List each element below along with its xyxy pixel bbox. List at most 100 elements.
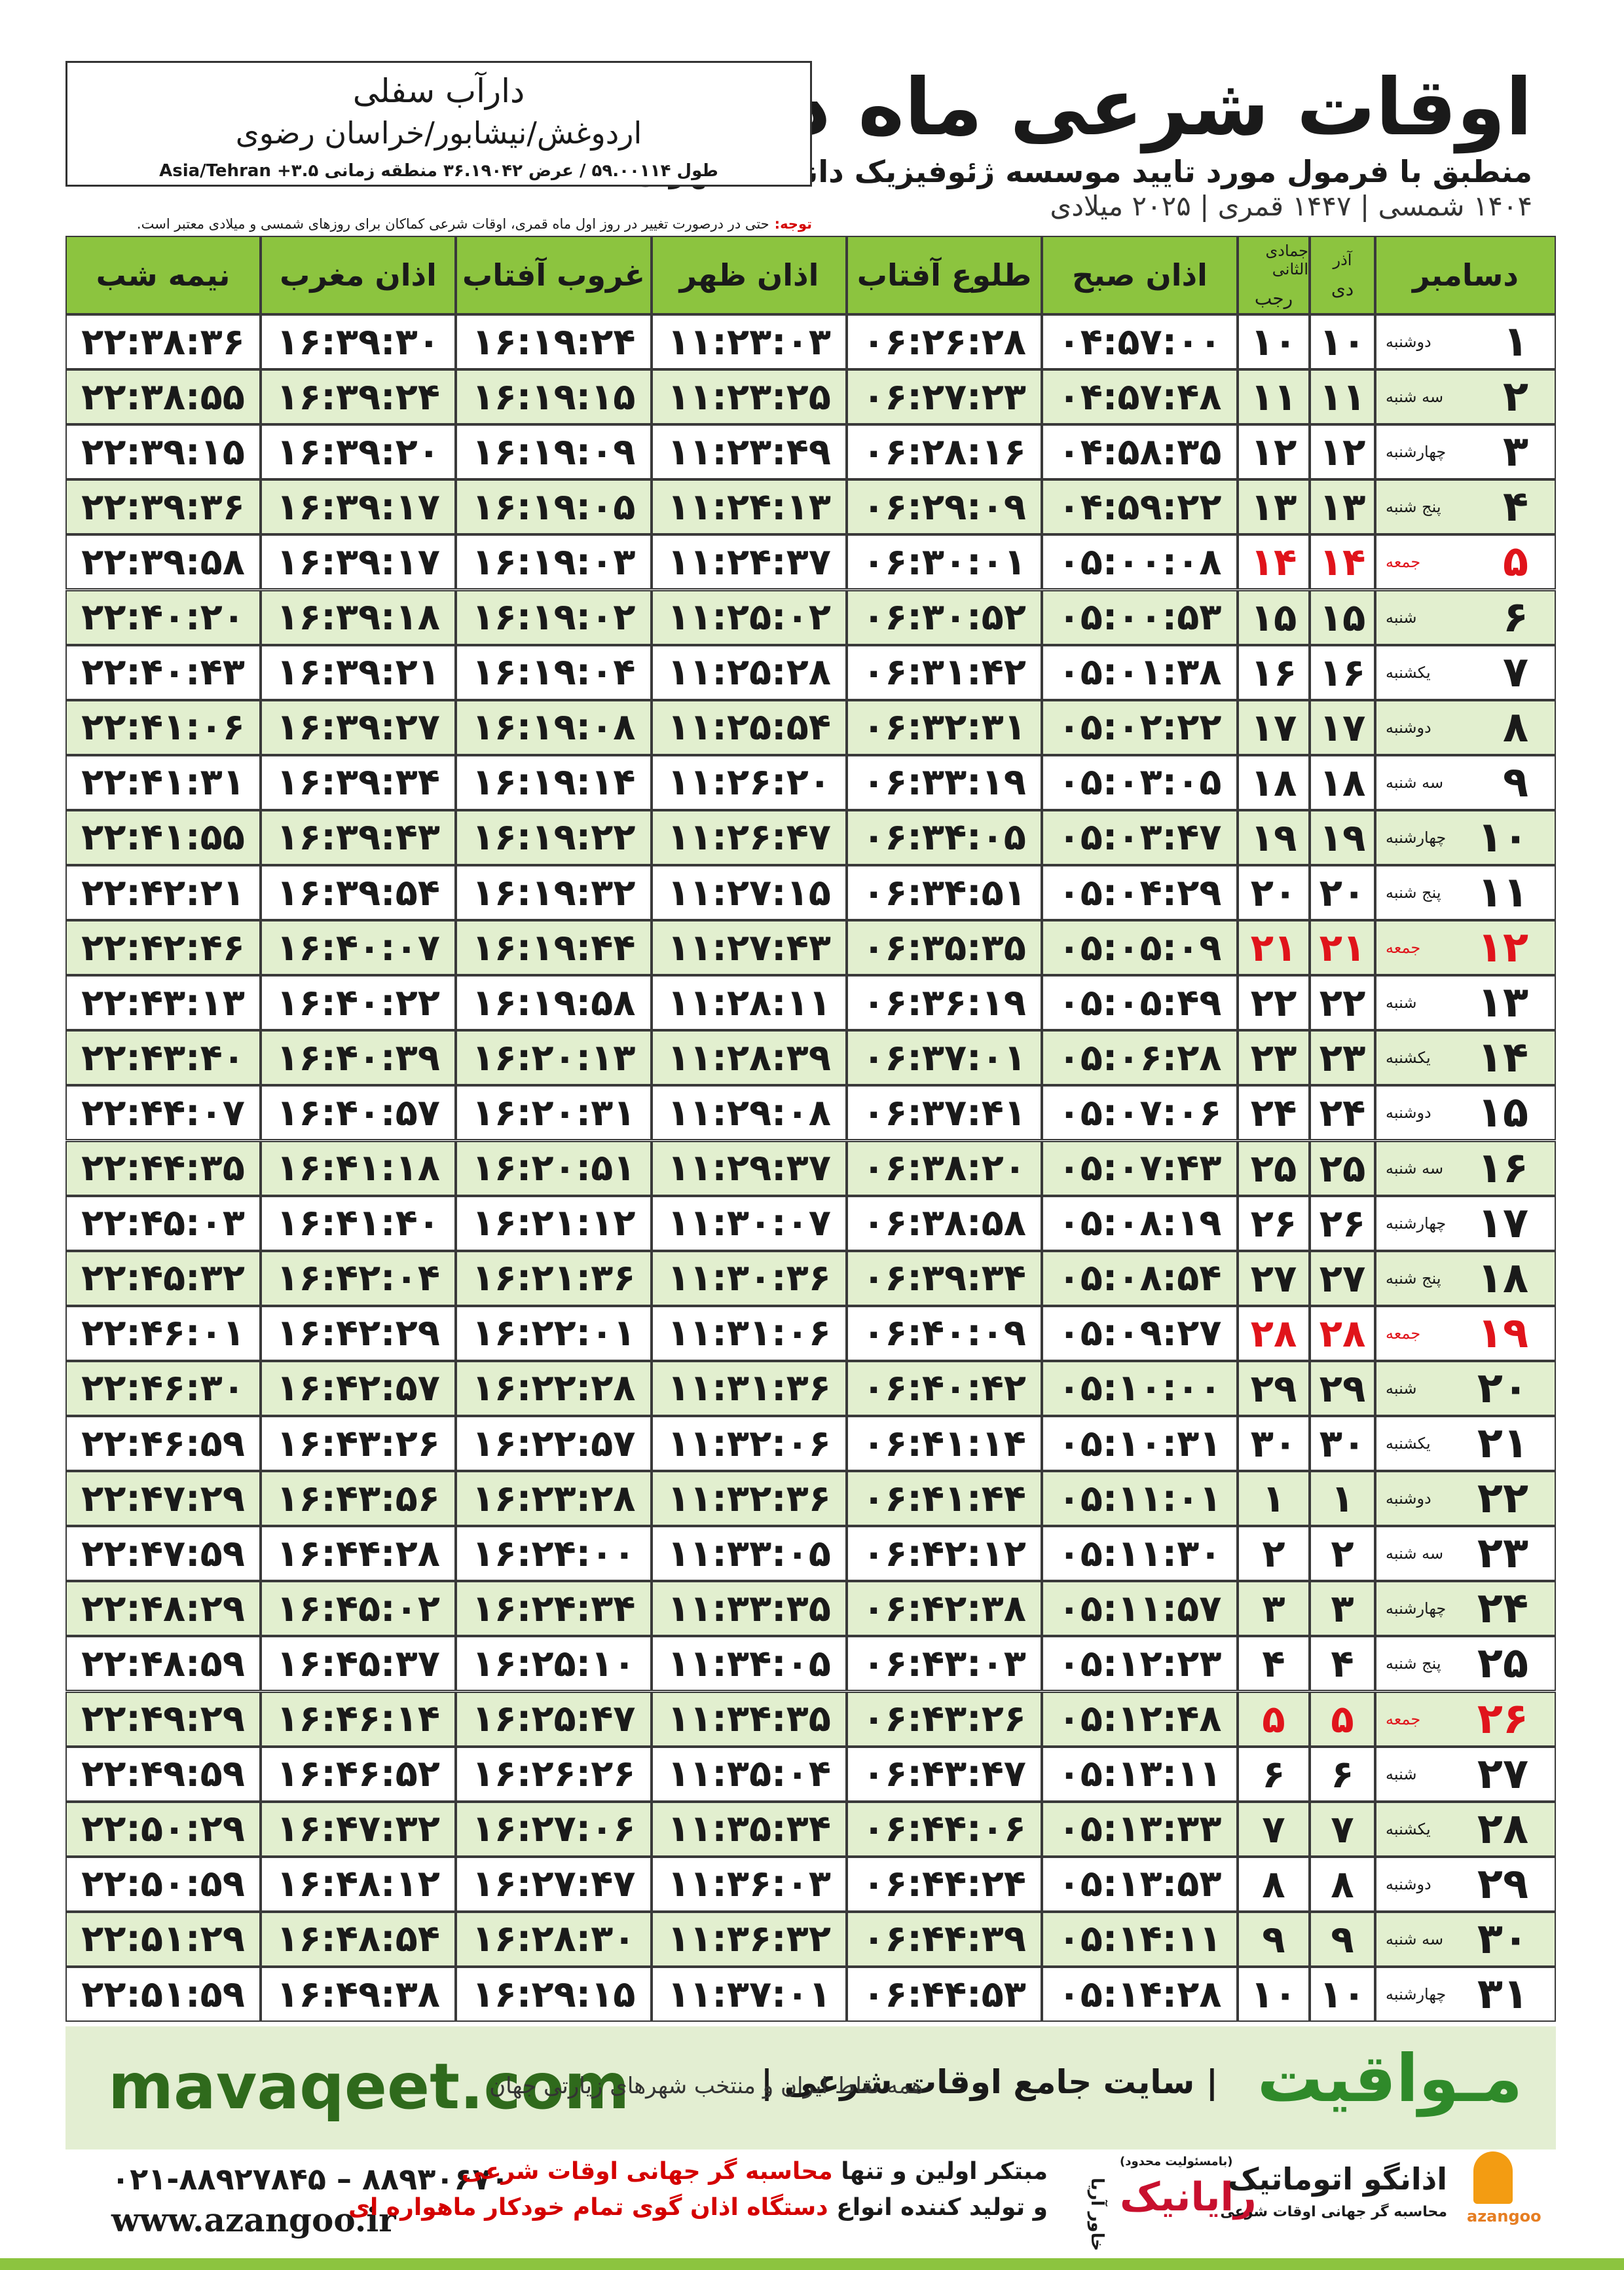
time-cell: ۱۶:۲۲:۲۸ xyxy=(456,1360,652,1416)
day-cell: ۲۴ چهارشنبه xyxy=(1375,1581,1556,1637)
day-cell: ۳ چهارشنبه xyxy=(1375,424,1556,480)
header-cell: اذان صبح xyxy=(1042,236,1238,314)
time-cell: ۰۵:۰۵:۴۹ xyxy=(1042,975,1238,1031)
time-cell: ۱۶:۱۹:۰۸ xyxy=(456,699,652,755)
time-cell: ۱۶:۱۹:۲۲ xyxy=(456,809,652,865)
weekday: چهارشنبه xyxy=(1386,1985,1447,2004)
weekday: یکشنبه xyxy=(1386,1434,1431,1453)
logo-slogan: محاسبه گر جهانی اوقات شرعی xyxy=(1220,2204,1447,2220)
time-cell: ۱۱:۲۵:۲۸ xyxy=(652,644,847,700)
logo-icon xyxy=(1473,2151,1513,2204)
date-cell: ۲۵ xyxy=(1310,1140,1375,1196)
day-cell: ۱۴ یکشنبه xyxy=(1375,1030,1556,1086)
time-cell: ۱۱:۳۶:۳۲ xyxy=(652,1911,847,1967)
time-cell: ۰۶:۴۰:۰۹ xyxy=(847,1305,1042,1361)
day-number: ۱۷ xyxy=(1477,1199,1528,1248)
weekday: جمعه xyxy=(1386,553,1421,572)
day-number: ۲۶ xyxy=(1477,1694,1528,1743)
time-cell: ۰۶:۴۳:۴۷ xyxy=(847,1746,1042,1802)
time-cell: ۲۲:۳۹:۵۸ xyxy=(65,534,261,590)
time-cell: ۲۲:۵۱:۵۹ xyxy=(65,1967,261,2022)
time-cell: ۱۱:۲۸:۱۱ xyxy=(652,975,847,1031)
time-cell: ۲۲:۴۳:۴۰ xyxy=(65,1030,261,1086)
time-cell: ۰۵:۱۱:۰۱ xyxy=(1042,1471,1238,1527)
date-cell: ۱۶ xyxy=(1310,644,1375,700)
date-cell: ۲۷ xyxy=(1310,1250,1375,1306)
time-cell: ۱۱:۳۲:۰۶ xyxy=(652,1416,847,1472)
date-cell: ۱۴ xyxy=(1310,534,1375,590)
time-cell: ۱۶:۴۶:۵۲ xyxy=(261,1746,456,1802)
date-cell: ۲۲ xyxy=(1310,975,1375,1031)
time-cell: ۱۶:۱۹:۱۵ xyxy=(456,369,652,425)
time-cell: ۲۲:۴۲:۴۶ xyxy=(65,920,261,976)
day-cell: ۲۱ یکشنبه xyxy=(1375,1416,1556,1472)
info-text: و تولید کننده انواع xyxy=(836,2194,1048,2221)
day-number: ۱۵ xyxy=(1477,1088,1528,1138)
time-cell: ۲۲:۵۰:۵۹ xyxy=(65,1856,261,1912)
time-cell: ۲۲:۴۳:۱۳ xyxy=(65,975,261,1031)
day-number: ۶ xyxy=(1502,593,1528,642)
day-number: ۱۸ xyxy=(1477,1254,1528,1303)
time-cell: ۰۴:۵۹:۲۲ xyxy=(1042,479,1238,535)
time-cell: ۱۱:۳۵:۰۴ xyxy=(652,1746,847,1802)
day-cell: ۳۱ چهارشنبه xyxy=(1375,1967,1556,2022)
time-cell: ۰۵:۰۶:۲۸ xyxy=(1042,1030,1238,1086)
time-cell: ۰۵:۰۸:۱۹ xyxy=(1042,1195,1238,1251)
time-cell: ۱۶:۳۹:۲۰ xyxy=(261,424,456,480)
time-cell: ۰۵:۱۲:۲۳ xyxy=(1042,1636,1238,1692)
date-cell: ۸ xyxy=(1310,1856,1375,1912)
time-cell: ۱۱:۳۷:۰۱ xyxy=(652,1967,847,2022)
day-cell: ۲۵ پنج شنبه xyxy=(1375,1636,1556,1692)
date-cell: ۱۹ xyxy=(1310,809,1375,865)
time-cell: ۰۶:۳۰:۵۲ xyxy=(847,589,1042,645)
weekday: چهارشنبه xyxy=(1386,1599,1447,1618)
time-cell: ۰۶:۴۴:۲۴ xyxy=(847,1856,1042,1912)
time-cell: ۱۶:۱۹:۰۵ xyxy=(456,479,652,535)
day-number: ۱۱ xyxy=(1477,868,1528,918)
time-cell: ۱۶:۱۹:۴۴ xyxy=(456,920,652,976)
weekday: پنج شنبه xyxy=(1386,1269,1441,1288)
date-cell: ۲۴ xyxy=(1310,1085,1375,1141)
header-sub: جمادی الثانی xyxy=(1265,241,1309,278)
day-number: ۹ xyxy=(1502,758,1528,807)
time-cell: ۱۶:۱۹:۲۴ xyxy=(456,314,652,370)
time-cell: ۰۵:۰۷:۰۶ xyxy=(1042,1085,1238,1141)
web: www.azangoo.ir xyxy=(111,2201,396,2239)
time-cell: ۰۶:۴۲:۳۸ xyxy=(847,1581,1042,1637)
time-cell: ۰۶:۳۷:۰۱ xyxy=(847,1030,1042,1086)
date-cell: ۱۲ xyxy=(1310,424,1375,480)
time-cell: ۰۵:۱۱:۵۷ xyxy=(1042,1581,1238,1637)
header-sub: آذر xyxy=(1333,250,1352,269)
logo-note: (بامسئولیت محدود) xyxy=(1120,2155,1233,2168)
time-cell: ۱۱:۲۴:۱۳ xyxy=(652,479,847,535)
weekday: پنج شنبه xyxy=(1386,1654,1441,1673)
time-cell: ۰۶:۲۷:۲۳ xyxy=(847,369,1042,425)
time-cell: ۱۶:۲۰:۳۱ xyxy=(456,1085,652,1141)
day-cell: ۲ سه شنبه xyxy=(1375,369,1556,425)
time-cell: ۰۵:۱۳:۵۳ xyxy=(1042,1856,1238,1912)
brand: مـواقیت xyxy=(1257,2040,1522,2117)
day-number: ۳ xyxy=(1502,428,1528,477)
header-cell: جمادی الثانی رجب xyxy=(1238,236,1310,314)
header-main: رجب xyxy=(1254,287,1293,309)
time-cell: ۲۲:۴۱:۳۱ xyxy=(65,754,261,810)
header-cell: غروب آفتاب xyxy=(456,236,652,314)
day-cell: ۱۹ جمعه xyxy=(1375,1305,1556,1361)
date-cell: ۹ xyxy=(1238,1911,1310,1967)
time-cell: ۲۲:۴۱:۰۶ xyxy=(65,699,261,755)
date-cell: ۲ xyxy=(1238,1526,1310,1582)
time-cell: ۰۵:۰۹:۲۷ xyxy=(1042,1305,1238,1361)
time-cell: ۰۶:۳۳:۱۹ xyxy=(847,754,1042,810)
info-highlight: دستگاه اذان گوی تمام خودکار ماهواره ای xyxy=(348,2194,828,2221)
day-cell: ۱۶ سه شنبه xyxy=(1375,1140,1556,1196)
time-cell: ۱۶:۳۹:۲۱ xyxy=(261,644,456,700)
day-cell: ۲۰ شنبه xyxy=(1375,1360,1556,1416)
time-cell: ۰۵:۰۵:۰۹ xyxy=(1042,920,1238,976)
time-cell: ۰۶:۳۷:۴۱ xyxy=(847,1085,1042,1141)
day-number: ۳۱ xyxy=(1477,1970,1528,2019)
time-cell: ۰۶:۳۴:۰۵ xyxy=(847,809,1042,865)
day-number: ۲۸ xyxy=(1477,1804,1528,1853)
note: توجه: حتی در درصورت تغییر در روز اول ماه … xyxy=(65,216,812,232)
time-cell: ۲۲:۳۸:۳۶ xyxy=(65,314,261,370)
date-cell: ۹ xyxy=(1310,1911,1375,1967)
